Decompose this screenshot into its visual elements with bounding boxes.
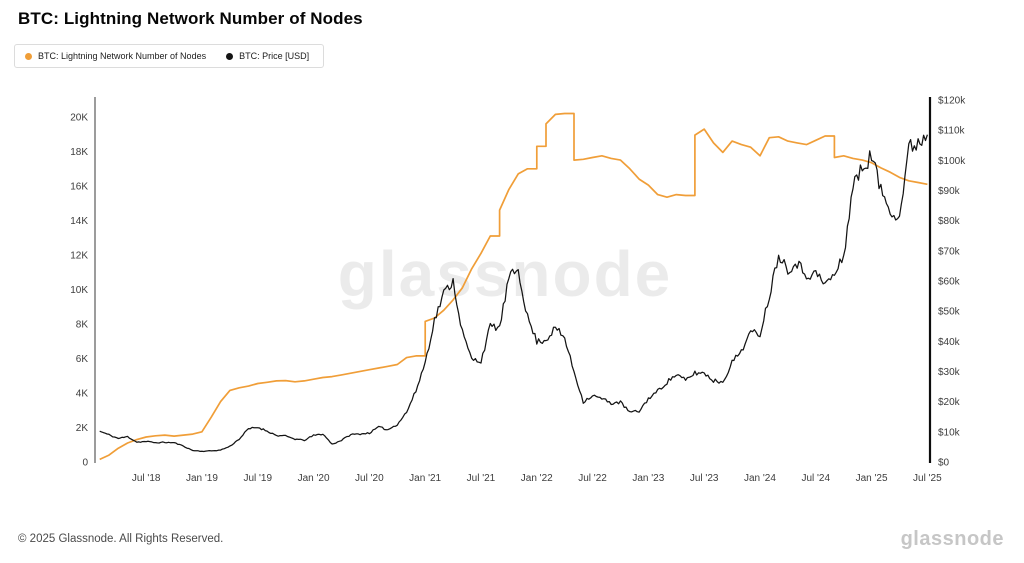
x-tick-label: Jan '20	[298, 473, 330, 484]
footer-copyright: © 2025 Glassnode. All Rights Reserved.	[18, 533, 224, 545]
y-right-tick-label: $10k	[938, 427, 961, 438]
y-left-tick-label: 2K	[76, 423, 89, 434]
y-left-tick-label: 16K	[70, 182, 88, 193]
legend-dot-nodes-icon	[25, 52, 32, 60]
y-right-tick-label: $100k	[938, 156, 966, 167]
chart-tick-labels: Jul '18 Jan '19 Jul '19 Jan '20 Jul '20 Jan '…	[70, 96, 966, 485]
y-left-tick-label: 8K	[76, 320, 89, 331]
glassnode-watermark: glassnode	[338, 238, 673, 310]
x-tick-label: Jul '22	[578, 473, 607, 484]
y-left-tick-label: 18K	[70, 147, 88, 158]
y-right-tick-label: $60k	[938, 277, 961, 288]
legend-dot-price-icon	[226, 52, 234, 60]
glassnode-logo: glassnode	[900, 528, 1004, 550]
legend-item-nodes[interactable]: BTC: Lightning Network Number of Nodes	[25, 51, 206, 61]
x-tick-label: Jan '25	[856, 473, 888, 484]
y-right-tick-label: $20k	[938, 397, 961, 408]
y-right-tick-label: $70k	[938, 246, 961, 257]
chart-series	[99, 112, 928, 461]
y-right-tick-label: $110k	[938, 126, 966, 137]
nodes-line-series	[99, 112, 928, 461]
x-tick-label: Jul '18	[132, 473, 161, 484]
x-tick-label: Jul '20	[355, 473, 384, 484]
y-right-tick-label: $0	[938, 458, 950, 469]
x-tick-label: Jan '23	[632, 473, 664, 484]
chart-axes	[94, 97, 932, 463]
legend-label-nodes: BTC: Lightning Network Number of Nodes	[38, 51, 207, 61]
y-right-tick-label: $120k	[938, 96, 966, 107]
x-tick-label: Jul '19	[243, 473, 272, 484]
legend-label-price: BTC: Price [USD]	[239, 51, 310, 61]
page-title: BTC: Lightning Network Number of Nodes	[18, 9, 363, 28]
y-left-tick-label: 10K	[70, 285, 88, 296]
y-right-tick-label: $90k	[938, 186, 961, 197]
legend-item-price[interactable]: BTC: Price [USD]	[226, 51, 309, 61]
x-tick-label: Jul '23	[690, 473, 719, 484]
y-left-tick-label: 0	[82, 458, 88, 469]
x-tick-label: Jan '21	[409, 473, 441, 484]
chart-legend: BTC: Lightning Network Number of Nodes B…	[14, 44, 325, 68]
x-tick-label: Jul '21	[467, 473, 496, 484]
x-tick-label: Jan '22	[521, 473, 553, 484]
y-left-tick-label: 12K	[70, 251, 88, 262]
y-left-tick-label: 14K	[70, 216, 88, 227]
price-line-series	[99, 134, 928, 453]
x-tick-label: Jan '24	[744, 473, 776, 484]
y-left-tick-label: 6K	[76, 354, 89, 365]
y-left-tick-label: 4K	[76, 389, 89, 400]
y-right-tick-label: $30k	[938, 367, 961, 378]
y-right-tick-label: $50k	[938, 307, 961, 318]
y-right-tick-label: $40k	[938, 337, 961, 348]
x-tick-label: Jul '24	[801, 473, 830, 484]
y-right-tick-label: $80k	[938, 216, 961, 227]
y-left-tick-label: 20K	[70, 113, 88, 124]
x-tick-label: Jul '25	[913, 473, 942, 484]
x-tick-label: Jan '19	[186, 473, 218, 484]
